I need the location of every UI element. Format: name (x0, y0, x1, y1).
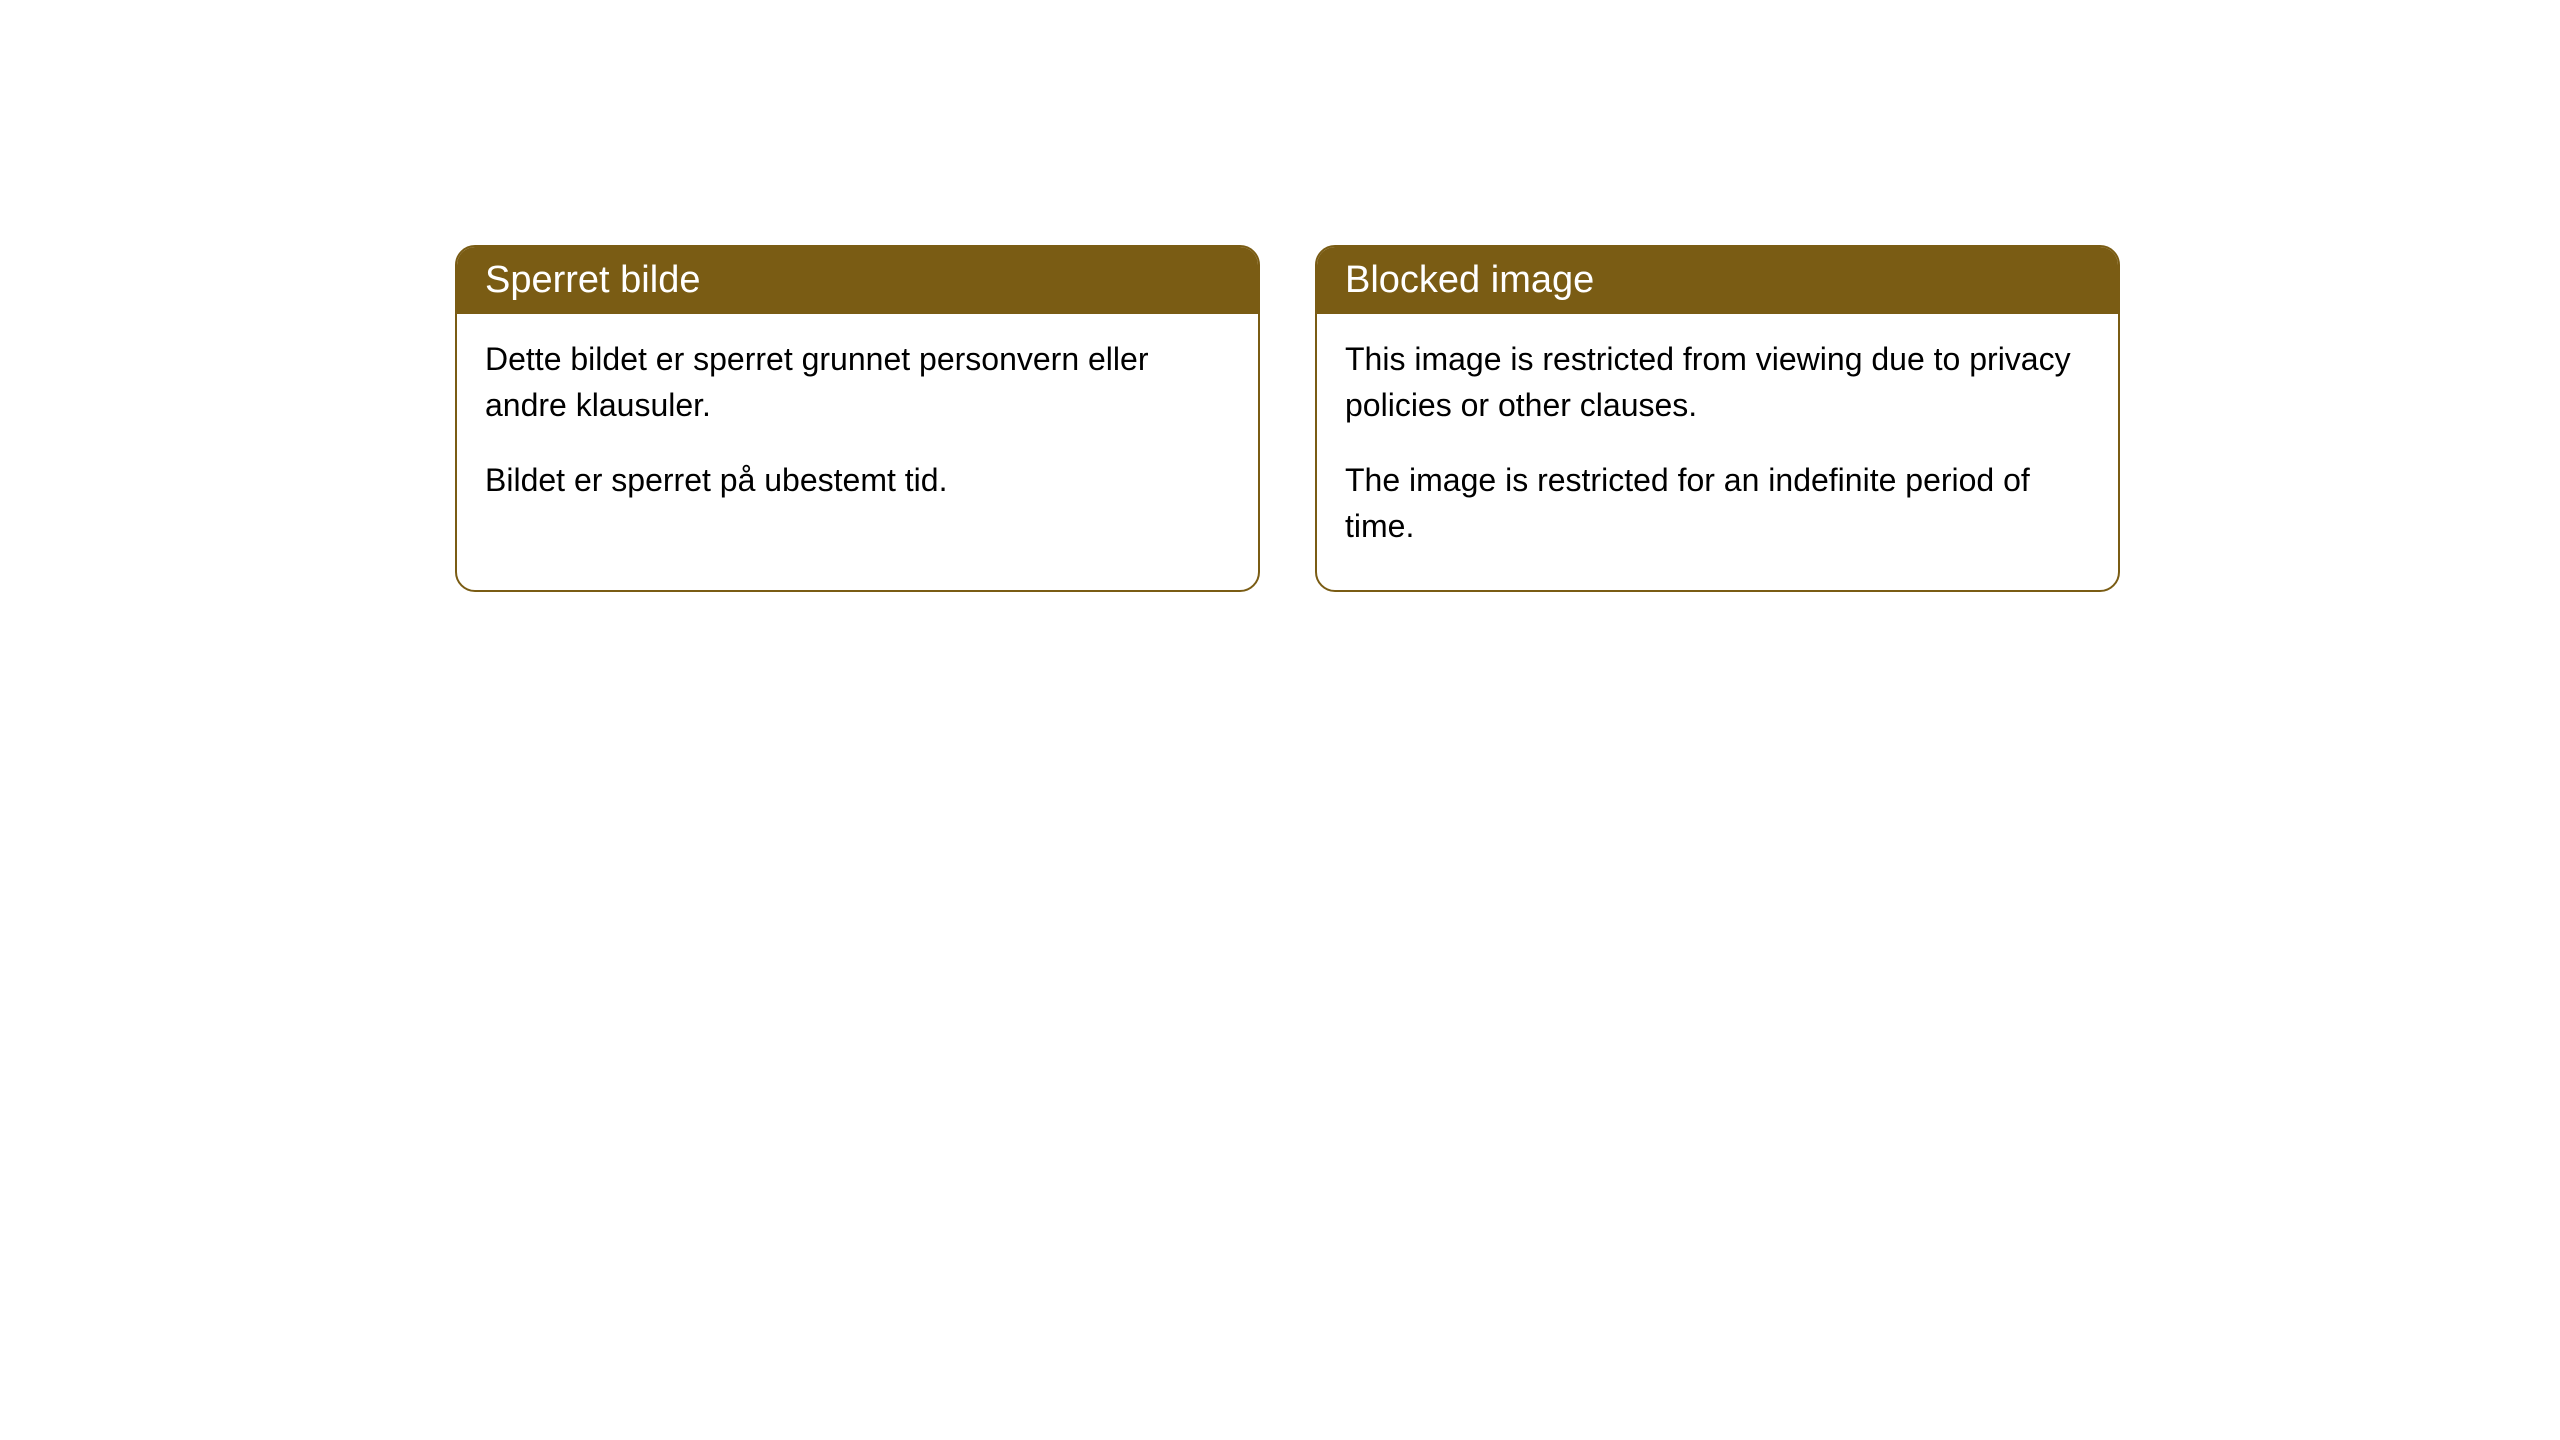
card-paragraph-1: Dette bildet er sperret grunnet personve… (485, 336, 1230, 429)
card-title: Blocked image (1317, 247, 2118, 314)
blocked-image-card-english: Blocked image This image is restricted f… (1315, 245, 2120, 592)
card-paragraph-2: Bildet er sperret på ubestemt tid. (485, 457, 1230, 503)
card-paragraph-1: This image is restricted from viewing du… (1345, 336, 2090, 429)
cards-container: Sperret bilde Dette bildet er sperret gr… (455, 245, 2120, 592)
card-body: Dette bildet er sperret grunnet personve… (457, 314, 1258, 543)
blocked-image-card-norwegian: Sperret bilde Dette bildet er sperret gr… (455, 245, 1260, 592)
card-paragraph-2: The image is restricted for an indefinit… (1345, 457, 2090, 550)
card-body: This image is restricted from viewing du… (1317, 314, 2118, 590)
card-title: Sperret bilde (457, 247, 1258, 314)
